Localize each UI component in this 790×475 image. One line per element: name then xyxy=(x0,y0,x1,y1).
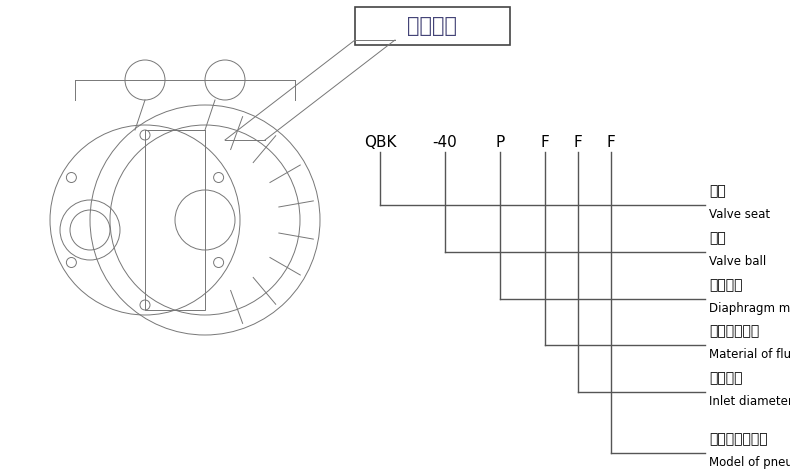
Text: F: F xyxy=(607,135,615,150)
Text: Model of pneumatic diaphragm pump: Model of pneumatic diaphragm pump xyxy=(709,456,790,469)
Text: F: F xyxy=(574,135,582,150)
Text: -40: -40 xyxy=(433,135,457,150)
Text: QBK: QBK xyxy=(363,135,397,150)
Text: 阀座: 阀座 xyxy=(709,184,726,198)
Text: F: F xyxy=(540,135,549,150)
Text: 过流部件材质: 过流部件材质 xyxy=(709,324,759,338)
Text: 气动隔膜泵型号: 气动隔膜泵型号 xyxy=(709,432,768,446)
Text: Inlet diameter: Inlet diameter xyxy=(709,395,790,408)
Text: Diaphragm materials: Diaphragm materials xyxy=(709,302,790,315)
Bar xyxy=(145,130,205,310)
Text: 阀球: 阀球 xyxy=(709,231,726,245)
Text: P: P xyxy=(495,135,505,150)
Text: 型号说明: 型号说明 xyxy=(407,16,457,36)
Text: 隔膜材质: 隔膜材质 xyxy=(709,278,743,292)
Text: Material of fluid contact part: Material of fluid contact part xyxy=(709,348,790,361)
Text: 进料口径: 进料口径 xyxy=(709,371,743,385)
Text: Valve seat: Valve seat xyxy=(709,208,770,221)
Text: Valve ball: Valve ball xyxy=(709,255,766,268)
Bar xyxy=(355,7,510,45)
